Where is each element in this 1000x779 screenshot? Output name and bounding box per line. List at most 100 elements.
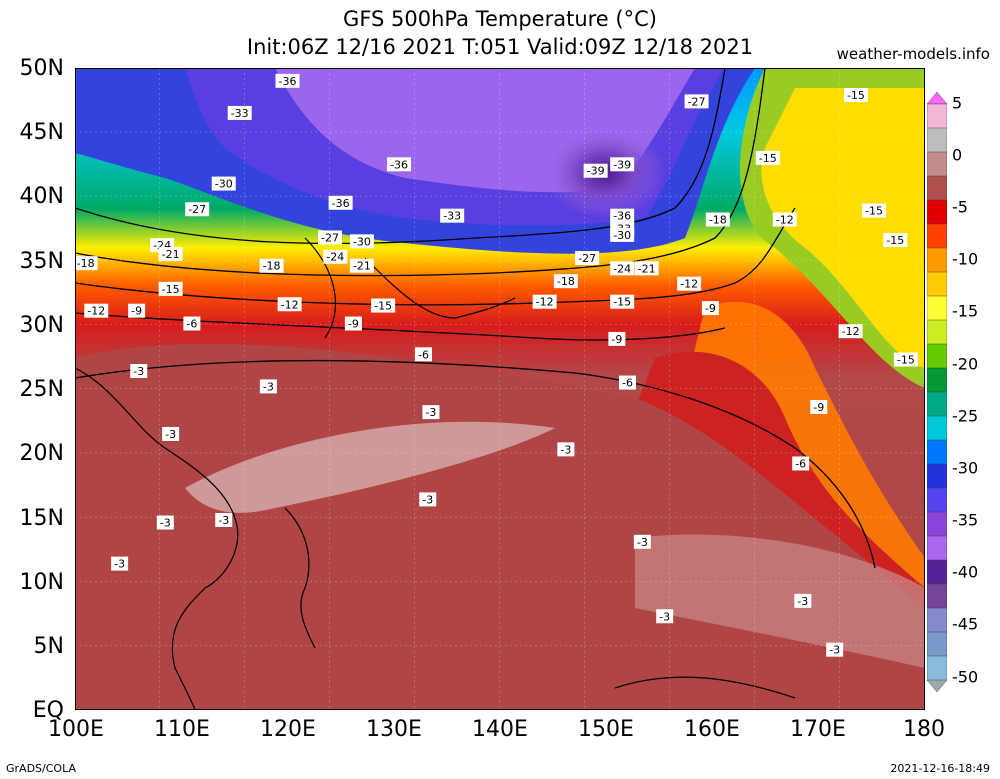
contour-label: -21 [634,261,659,276]
svg-text:-36: -36 [332,197,350,210]
contour-label: -15 [755,150,780,165]
contour-label: -27 [185,202,210,217]
contour-label-layer: -36-33-36-36-39-39-36-33-30-30-27-24-21-… [75,73,918,657]
svg-text:-21: -21 [638,262,656,275]
contour-label: -18 [553,274,578,289]
contour-label: -30 [211,176,236,191]
svg-text:-18: -18 [263,260,281,273]
contour-label: -21 [349,258,374,273]
colorbar-tick: -10 [952,249,979,269]
contour-label: -39 [583,163,608,178]
contour-label: -3 [422,405,440,420]
contour-label: -27 [684,94,709,109]
lat-label: 15N [19,506,64,531]
colorbar-tick: -45 [952,614,979,634]
lat-label: 10N [19,570,64,595]
colorbar-tick: -20 [952,354,979,374]
lon-label: 100E [48,717,104,742]
lat-label: 35N [19,249,64,274]
svg-text:-3: -3 [425,406,436,419]
colorbar-swatch [927,559,947,585]
colorbar-swatch [927,271,947,297]
svg-text:-3: -3 [422,493,433,506]
svg-text:-36: -36 [390,158,408,171]
contour-label: -3 [156,515,174,530]
temperature-map: -36-33-36-36-39-39-36-33-30-30-27-24-21-… [75,68,925,710]
svg-text:-18: -18 [77,257,95,270]
lat-label: 20N [19,441,64,466]
software-credit: GrADS/COLA [6,762,76,775]
colorbar [927,92,947,692]
svg-text:-33: -33 [231,107,249,120]
lat-label: 5N [33,634,64,659]
chart-title: GFS 500hPa Temperature (°C) [343,7,657,31]
svg-text:-6: -6 [186,318,197,331]
contour-label: -15 [893,352,918,367]
svg-text:-3: -3 [659,610,670,623]
contour-label: -9 [128,303,146,318]
colorbar-swatch [927,607,947,633]
contour-label: -15 [610,294,635,309]
colorbar-swatch [927,415,947,441]
svg-text:-15: -15 [897,353,915,366]
colorbar-swatch [927,319,947,345]
contour-label: -6 [792,456,810,471]
svg-text:-15: -15 [162,283,180,296]
lon-label: 180 [903,717,945,742]
colorbar-swatch [927,583,947,609]
svg-text:-12: -12 [680,278,698,291]
colorbar-swatch [927,391,947,417]
svg-text:-3: -3 [165,428,176,441]
svg-text:-12: -12 [281,298,299,311]
colorbar-swatch [927,223,947,249]
contour-label: -12 [677,276,702,291]
contour-label: -12 [772,212,797,227]
colorbar-tick: -5 [952,197,968,217]
svg-text:-12: -12 [536,296,554,309]
contour-label: -9 [344,316,362,331]
contour-label: -3 [656,609,674,624]
colorbar-swatch [927,175,947,201]
colorbar-swatch [927,127,947,153]
svg-text:-3: -3 [263,380,274,393]
svg-text:-36: -36 [279,75,297,88]
svg-text:-27: -27 [188,203,206,216]
svg-text:-15: -15 [759,152,777,165]
svg-text:-9: -9 [705,302,716,315]
svg-text:-30: -30 [613,229,631,242]
colorbar-swatch [927,295,947,321]
lon-label: 140E [472,717,528,742]
contour-label: -12 [277,297,302,312]
contour-label: -3 [419,492,437,507]
svg-text:-6: -6 [418,348,429,361]
svg-text:-39: -39 [587,165,605,178]
svg-text:-3: -3 [133,365,144,378]
colorbar-tick: -35 [952,510,979,530]
contour-label: -33 [440,208,465,223]
contour-label: -12 [532,294,557,309]
svg-text:-12: -12 [776,214,794,227]
svg-text:-15: -15 [847,89,865,102]
colorbar-tick: 0 [952,145,963,165]
colorbar-tick: -30 [952,458,979,478]
colorbar-swatch [927,655,947,681]
svg-text:-6: -6 [622,377,633,390]
svg-text:-3: -3 [160,517,171,530]
contour-label: -3 [111,556,129,571]
contour-label: -36 [610,208,635,223]
svg-text:-3: -3 [560,443,571,456]
contour-label: -24 [610,261,635,276]
svg-text:-15: -15 [886,234,904,247]
contour-label: -12 [84,303,109,318]
colorbar-swatch [927,92,947,105]
contour-label: -9 [608,331,626,346]
contour-label: -33 [227,105,252,120]
colorbar-swatch [927,487,947,513]
contour-label: -3 [259,379,277,394]
contour-label: -6 [619,375,636,390]
svg-text:-15: -15 [374,300,392,313]
colorbar-swatch [927,679,947,692]
contour-label: -3 [162,426,180,441]
svg-text:-3: -3 [637,536,648,549]
colorbar-swatch [927,511,947,537]
